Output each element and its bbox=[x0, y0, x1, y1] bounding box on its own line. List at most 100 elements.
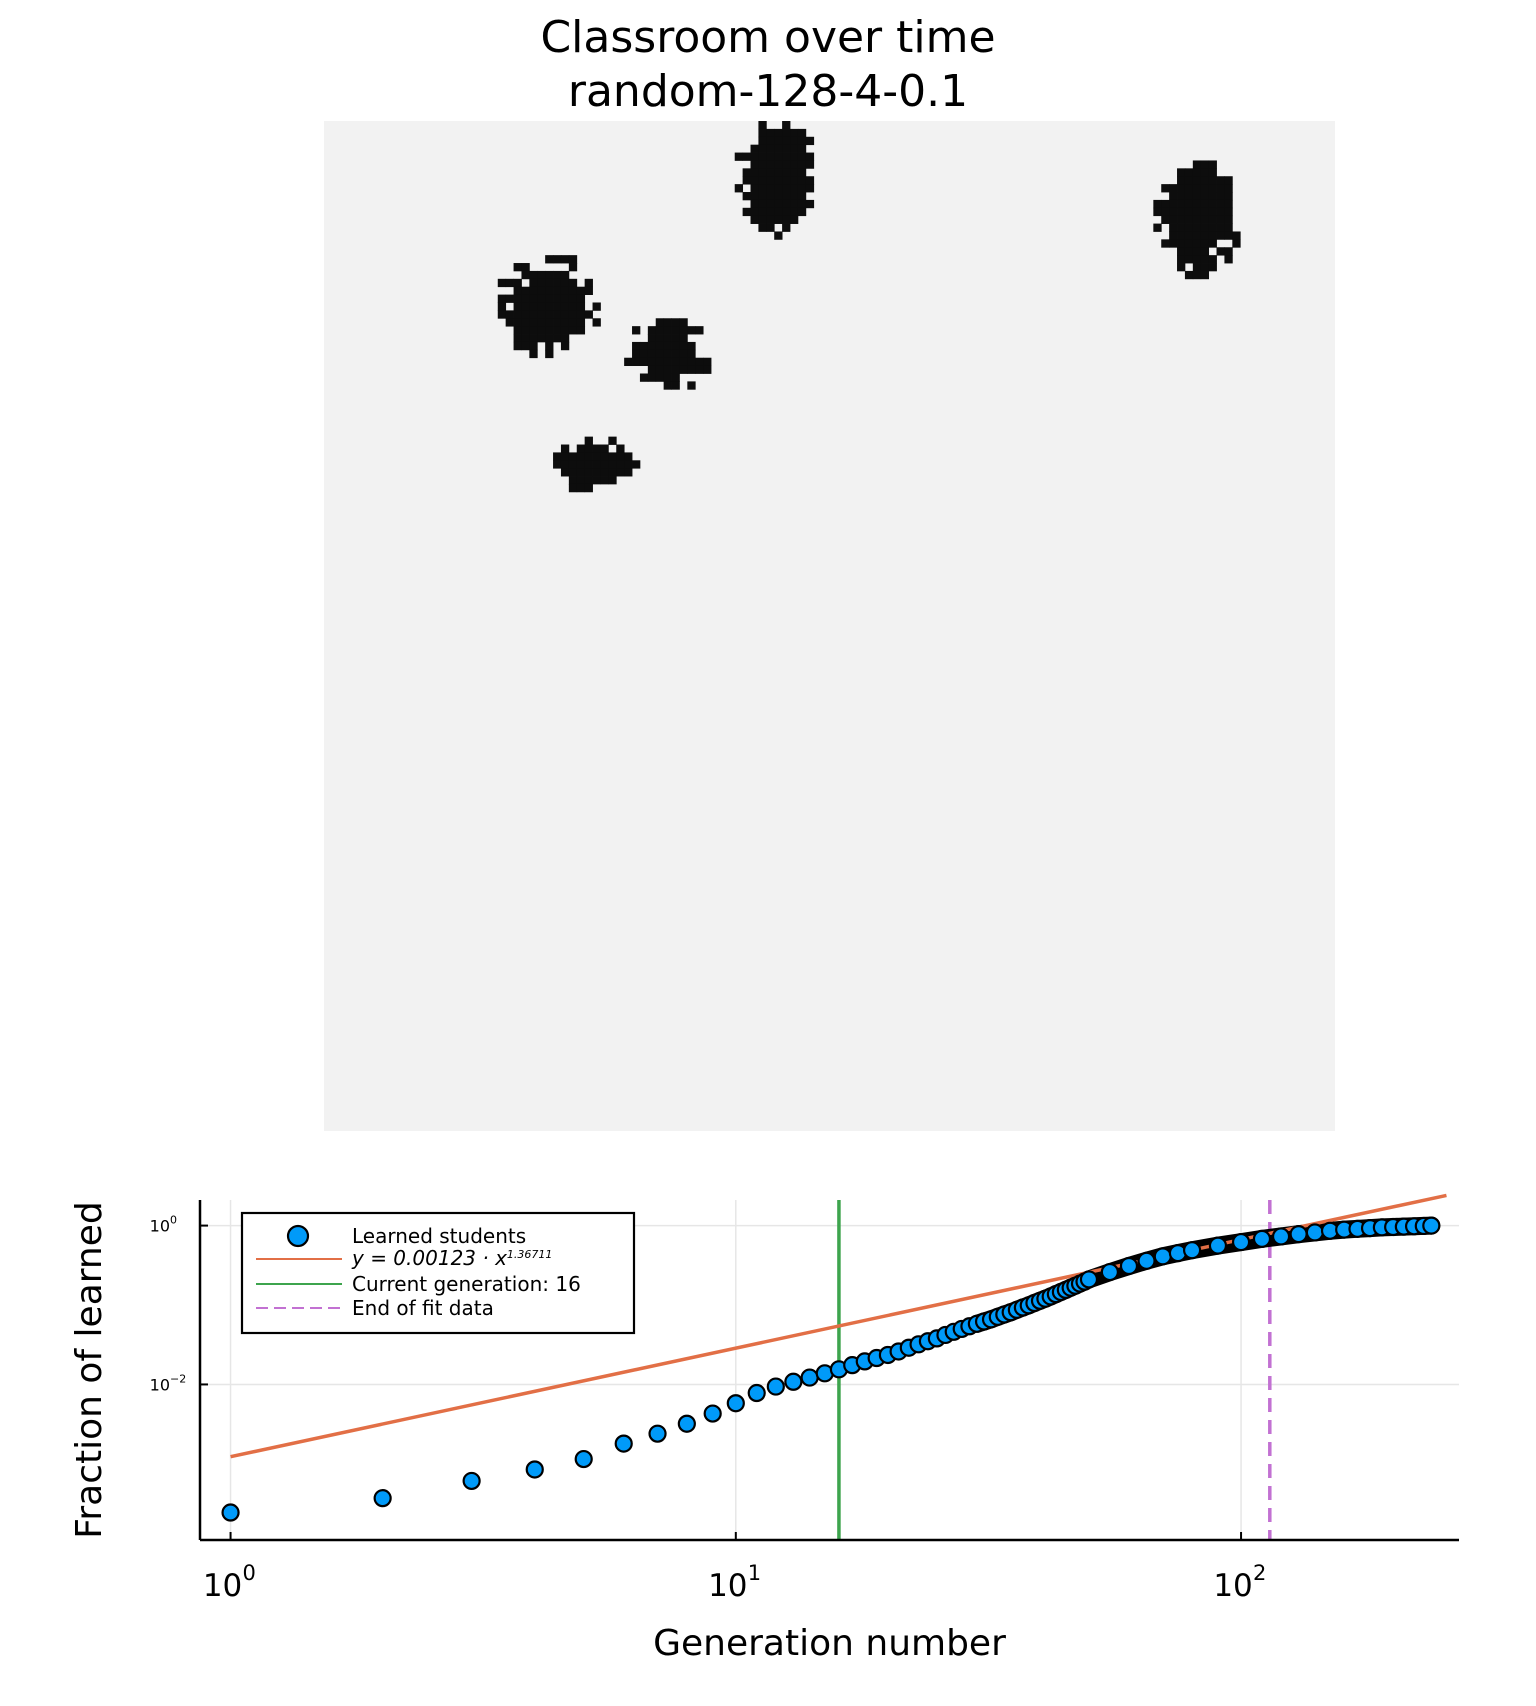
heatmap-cell bbox=[568, 263, 578, 272]
heatmap-cell bbox=[655, 365, 665, 374]
y-tick-label: 10 bbox=[150, 1217, 170, 1236]
heatmap-cell bbox=[1177, 263, 1186, 272]
heatmap-cell bbox=[797, 128, 807, 138]
heatmap-cell bbox=[560, 334, 570, 343]
y-tick-exponent: −2 bbox=[170, 1372, 186, 1385]
heatmap-cell bbox=[529, 341, 538, 351]
heatmap-cell bbox=[1184, 270, 1194, 280]
heatmap-cell bbox=[545, 334, 554, 343]
learned-students-point bbox=[1079, 1270, 1099, 1289]
learned-students-point bbox=[373, 1489, 392, 1508]
heatmap-cell bbox=[1153, 223, 1162, 232]
heatmap-cell bbox=[790, 144, 799, 153]
heatmap-cell bbox=[1177, 215, 1186, 224]
heatmap-cell bbox=[655, 318, 665, 327]
heatmap-cell bbox=[797, 144, 807, 153]
heatmap-cell bbox=[790, 207, 799, 217]
heatmap-cell bbox=[766, 207, 775, 217]
heatmap-cell bbox=[1200, 215, 1210, 224]
heatmap-cell bbox=[655, 357, 665, 367]
heatmap-cell bbox=[560, 468, 570, 477]
heatmap-cell bbox=[758, 207, 767, 217]
heatmap-cell bbox=[1192, 247, 1202, 256]
x-tick-label: 10 bbox=[203, 1568, 242, 1604]
heatmap-cell bbox=[608, 476, 617, 485]
heatmap-cell bbox=[1184, 223, 1194, 232]
heatmap-cell bbox=[1224, 192, 1233, 201]
heatmap-cell bbox=[687, 381, 696, 390]
heatmap-cell bbox=[537, 270, 546, 280]
heatmap-cell bbox=[560, 452, 570, 461]
heatmap-cell bbox=[1192, 239, 1202, 248]
heatmap-cell bbox=[734, 152, 744, 161]
heatmap-cell bbox=[560, 318, 570, 327]
heatmap-cell bbox=[553, 460, 562, 469]
heatmap-cell bbox=[553, 310, 562, 319]
heatmap-cell bbox=[513, 310, 522, 319]
heatmap-cell bbox=[782, 184, 791, 193]
heatmap-cell bbox=[584, 468, 593, 477]
heatmap-cell bbox=[1161, 184, 1170, 193]
heatmap-cell bbox=[521, 286, 530, 295]
heatmap-cell bbox=[497, 278, 507, 288]
heatmap-cell bbox=[560, 278, 570, 288]
heatmap-cell bbox=[584, 310, 593, 319]
heatmap-cell bbox=[1184, 255, 1194, 264]
heatmap-cell bbox=[671, 334, 680, 343]
heatmap-cell bbox=[568, 318, 578, 327]
heatmap-cell bbox=[513, 341, 522, 351]
heatmap-cell bbox=[742, 192, 751, 201]
heatmap-cell bbox=[560, 270, 570, 280]
heatmap-cell bbox=[742, 207, 751, 217]
heatmap-cell bbox=[616, 444, 625, 453]
x-tick-label: 10 bbox=[708, 1568, 747, 1604]
heatmap-cell bbox=[758, 215, 767, 224]
heatmap-cell bbox=[529, 349, 538, 359]
heatmap-cell bbox=[592, 468, 601, 477]
heatmap-cell bbox=[584, 278, 593, 288]
heatmap-cell bbox=[671, 326, 680, 335]
heatmap-cell bbox=[758, 160, 767, 169]
heatmap-cell bbox=[1192, 270, 1202, 280]
heatmap-cell bbox=[1200, 255, 1210, 264]
heatmap-cell bbox=[576, 452, 586, 461]
heatmap-cell bbox=[797, 136, 807, 146]
heatmap-cell bbox=[529, 334, 538, 343]
heatmap-cell bbox=[529, 326, 538, 335]
heatmap-cell bbox=[671, 318, 680, 327]
heatmap-cell bbox=[505, 278, 514, 288]
heatmap-cell bbox=[742, 168, 751, 177]
heatmap-cell bbox=[687, 357, 696, 367]
heatmap-cell bbox=[1177, 231, 1186, 240]
heatmap-cell bbox=[758, 176, 767, 185]
learned-students-point bbox=[221, 1503, 240, 1522]
heatmap-cell bbox=[695, 326, 704, 335]
heatmap-cell bbox=[647, 357, 657, 367]
learned-students-point bbox=[1305, 1223, 1324, 1242]
heatmap-cell bbox=[1200, 270, 1210, 280]
heatmap-cell bbox=[1200, 223, 1210, 232]
x-tick-exponent: 0 bbox=[243, 1561, 256, 1585]
heatmap-cell bbox=[545, 318, 554, 327]
heatmap-cell bbox=[553, 278, 562, 288]
heatmap-cell bbox=[1177, 199, 1186, 209]
heatmap-cell bbox=[632, 326, 641, 335]
heatmap-cell bbox=[1192, 184, 1202, 193]
heatmap-cell bbox=[774, 160, 783, 169]
heatmap-cell bbox=[782, 223, 791, 232]
heatmap-cell bbox=[805, 160, 815, 169]
heatmap-cell bbox=[1184, 168, 1194, 177]
heatmap-cell bbox=[663, 334, 672, 343]
chart-subtitle: random-128-4-0.1 bbox=[567, 66, 969, 117]
heatmap-cell bbox=[600, 444, 609, 453]
heatmap-cell bbox=[616, 460, 625, 469]
heatmap-cell bbox=[758, 152, 767, 161]
heatmap-cell bbox=[1184, 176, 1194, 185]
learned-students-point bbox=[766, 1377, 785, 1396]
heatmap-cell bbox=[655, 341, 665, 351]
heatmap-cell bbox=[1208, 160, 1217, 169]
heatmap-cell bbox=[1200, 199, 1210, 209]
heatmap-cell bbox=[766, 223, 775, 232]
